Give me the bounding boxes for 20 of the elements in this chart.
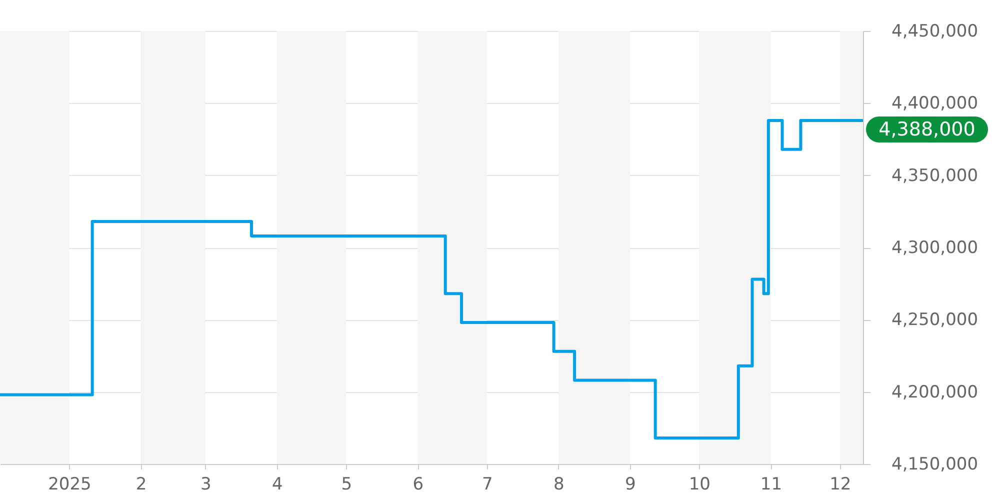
y-tick-label: 4,300,000 bbox=[892, 238, 978, 258]
x-tick-label: 11 bbox=[760, 474, 782, 494]
x-tick-label: 3 bbox=[200, 474, 212, 494]
x-tick-label: 2 bbox=[136, 474, 147, 494]
x-tick-label: 10 bbox=[688, 474, 710, 494]
y-tick-label: 4,250,000 bbox=[892, 310, 978, 330]
y-tick-label: 4,400,000 bbox=[892, 94, 978, 114]
x-tick-label: 5 bbox=[341, 474, 352, 494]
x-tick-label: 2025 bbox=[48, 474, 92, 494]
x-tick-label: 9 bbox=[625, 474, 636, 494]
y-tick-label: 4,450,000 bbox=[892, 22, 978, 42]
y-tick-label: 4,200,000 bbox=[892, 382, 978, 402]
x-tick-label: 6 bbox=[412, 474, 424, 494]
x-tick-label: 7 bbox=[482, 474, 493, 494]
x-tick-label: 4 bbox=[272, 474, 283, 494]
y-tick-label: 4,150,000 bbox=[892, 454, 978, 474]
y-tick-label: 4,350,000 bbox=[892, 166, 978, 186]
x-tick-label: 8 bbox=[554, 474, 564, 494]
annotation: 4,388,000 bbox=[878, 118, 976, 140]
x-tick-label: 12 bbox=[830, 474, 852, 494]
